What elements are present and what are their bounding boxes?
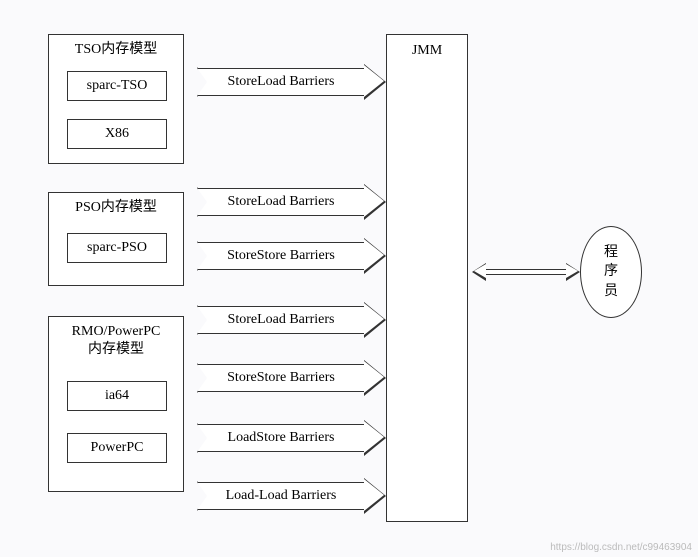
rmo-item-powerpc: PowerPC (67, 433, 167, 463)
group-rmo-title-line1: RMO/PowerPC (72, 324, 161, 339)
barrier-arrow-label: StoreLoad Barriers (198, 188, 364, 216)
group-pso-title: PSO内存模型 (49, 199, 183, 217)
barrier-arrow-label: StoreLoad Barriers (198, 68, 364, 96)
group-tso: TSO内存模型 sparc-TSO X86 (48, 34, 184, 164)
group-rmo-title: RMO/PowerPC 内存模型 (49, 323, 183, 359)
barrier-arrow-label: StoreStore Barriers (198, 364, 364, 392)
jmm-box: JMM (386, 34, 468, 522)
barrier-arrow-label: StoreLoad Barriers (198, 306, 364, 334)
rmo-item-ia64: ia64 (67, 381, 167, 411)
jmm-label: JMM (412, 43, 442, 58)
programmer-ellipse: 程 序 员 (580, 226, 642, 318)
tso-item-sparc: sparc-TSO (67, 71, 167, 101)
programmer-label: 程 序 员 (604, 243, 618, 302)
pso-item-sparc: sparc-PSO (67, 233, 167, 263)
barrier-arrow-label: Load-Load Barriers (198, 482, 364, 510)
barrier-arrow-label: LoadStore Barriers (198, 424, 364, 452)
group-tso-title: TSO内存模型 (49, 41, 183, 59)
group-pso: PSO内存模型 sparc-PSO (48, 192, 184, 286)
group-rmo: RMO/PowerPC 内存模型 ia64 PowerPC (48, 316, 184, 492)
barrier-arrow-label: StoreStore Barriers (198, 242, 364, 270)
tso-item-x86: X86 (67, 119, 167, 149)
watermark: https://blog.csdn.net/c99463904 (550, 542, 692, 553)
group-rmo-title-line2: 内存模型 (88, 342, 144, 357)
